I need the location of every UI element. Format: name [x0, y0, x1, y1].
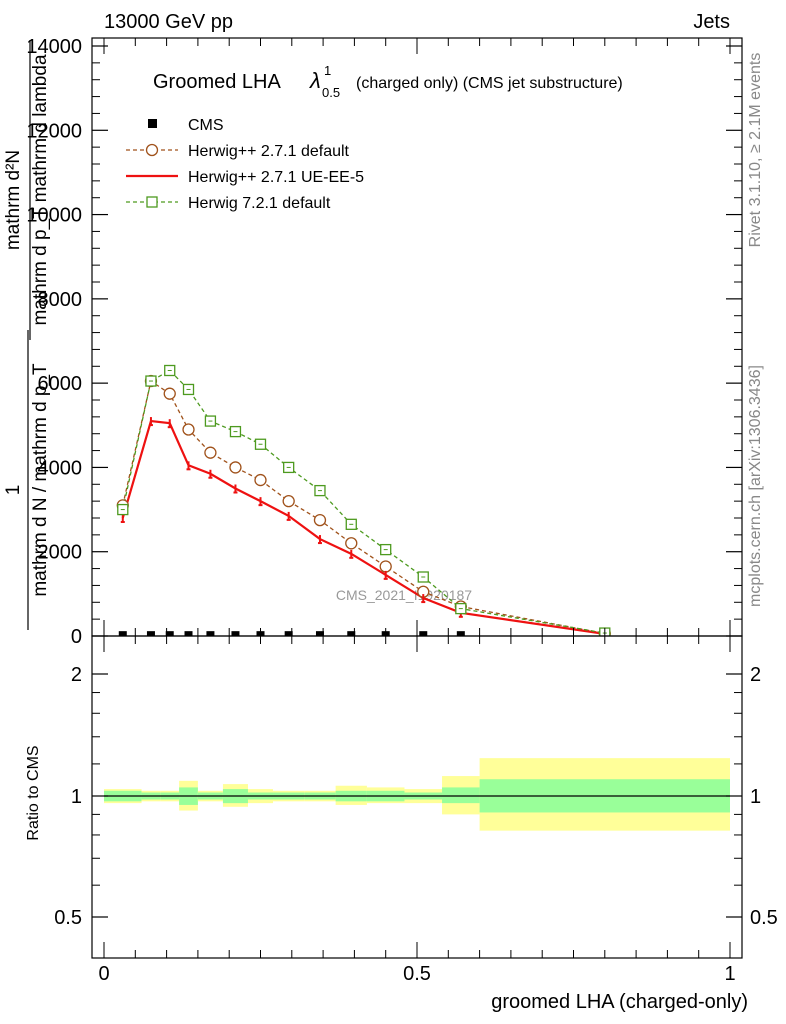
title-rest: (charged only) (CMS jet substructure) — [356, 75, 623, 92]
cms-data-point — [184, 631, 193, 636]
legend: CMS Herwig++ 2.7.1 default Herwig++ 2.7.… — [126, 117, 364, 212]
herwig-default-point — [282, 494, 295, 508]
cms-data-point — [315, 631, 324, 636]
title-main: Groomed LHA — [153, 71, 281, 93]
energy-label: 13000 GeV pp — [104, 11, 233, 33]
legend-marker-herwig72 — [146, 196, 158, 208]
legend-entry-herwig-default: Herwig++ 2.7.1 default — [126, 143, 350, 160]
rivet-label: Rivet 3.1.10, ≥ 2.1M events — [747, 53, 764, 248]
x-tick-label: 1 — [724, 963, 735, 985]
legend-label-herwig72: Herwig 7.2.1 default — [188, 195, 331, 212]
legend-entry-herwig-ueee5: Herwig++ 2.7.1 UE-EE-5 — [126, 169, 364, 186]
legend-label-cms: CMS — [188, 117, 224, 134]
legend-marker-cms — [148, 119, 157, 128]
ratio-ytick-label-right: 2 — [750, 664, 761, 686]
herwig-default-point — [229, 461, 242, 474]
legend-label-herwig-ueee5: Herwig++ 2.7.1 UE-EE-5 — [188, 169, 364, 186]
cms-data-point — [231, 631, 240, 636]
cms-data-point — [165, 631, 174, 636]
top-ytick-label: 2000 — [38, 542, 83, 564]
herwig-default-point — [345, 537, 358, 550]
category-label: Jets — [693, 11, 730, 33]
top-ytick-label: 14000 — [26, 36, 82, 58]
top-ytick-label: 6000 — [38, 373, 83, 395]
ylabel-numerator: mathrm d²N — [3, 150, 24, 250]
legend-entry-cms: CMS — [148, 117, 224, 134]
cms-data-point — [456, 631, 465, 636]
herwig-default-point — [254, 473, 267, 487]
top-ytick-label: 4000 — [38, 457, 83, 479]
herwig-default-point — [204, 446, 217, 459]
cms-data-point — [146, 631, 155, 636]
x-axis-label: groomed LHA (charged-only) — [491, 991, 748, 1013]
x-tick-label: 0 — [98, 963, 109, 985]
top-ytick-label: 12000 — [26, 120, 82, 142]
ratio-band-layer — [104, 758, 730, 831]
ratio-ytick-label-right: 0.5 — [750, 907, 778, 929]
bottom-axes: 0.5 0.5 1 1 2 2 0 0.5 1 — [54, 636, 778, 985]
herwig-default-point — [379, 560, 392, 573]
ratio-ylabel: Ratio to CMS — [25, 745, 42, 840]
cms-data-point — [284, 631, 293, 636]
ratio-ytick-label-left: 0.5 — [54, 907, 82, 929]
series-line-2 — [121, 419, 605, 635]
herwig-default-point — [182, 423, 195, 436]
title-symbol: λ — [309, 68, 321, 93]
cms-data-point — [419, 631, 428, 636]
legend-label-herwig-default: Herwig++ 2.7.1 default — [188, 143, 350, 160]
cms-data-point — [206, 631, 215, 636]
top-ytick-label: 8000 — [38, 289, 83, 311]
top-ytick-label: 0 — [71, 626, 82, 648]
ylabel-top: mathrm d²N mathrm d p_T mathrm d lambda … — [3, 40, 51, 630]
x-tick-label: 0.5 — [403, 963, 431, 985]
ratio-ytick-label-right: 1 — [750, 786, 761, 808]
mcplots-label: mcplots.cern.ch [arXiv:1306.3436] — [747, 365, 764, 607]
title-subscript: 0.5 — [322, 85, 340, 100]
ylabel-factor-den: mathrm d N / mathrm d p_T — [30, 363, 51, 597]
ylabel-denominator: mathrm d p_T mathrm d lambda — [30, 54, 51, 325]
legend-entry-herwig72: Herwig 7.2.1 default — [126, 195, 331, 212]
herwig-default-point — [163, 387, 176, 400]
legend-marker-herwig-default — [145, 143, 159, 157]
series-line-1 — [122, 379, 605, 635]
top-axes: 0 2000 4000 6000 8000 10000 12000 14000 — [26, 36, 742, 648]
watermark: CMS_2021_I1920187 — [336, 587, 472, 603]
ratio-band-inner — [442, 787, 480, 804]
title-superscript: 1 — [324, 63, 331, 78]
top-title: Groomed LHA λ 1 0.5 (charged only) (CMS … — [153, 63, 623, 100]
ratio-ytick-label-left: 1 — [71, 786, 82, 808]
cms-data-point — [347, 631, 356, 636]
ratio-ytick-label-left: 2 — [71, 664, 82, 686]
ylabel-factor-num: 1 — [3, 485, 24, 496]
cms-data-point — [118, 631, 127, 636]
herwig-default-point — [313, 513, 327, 527]
top-ytick-label: 10000 — [26, 205, 82, 227]
